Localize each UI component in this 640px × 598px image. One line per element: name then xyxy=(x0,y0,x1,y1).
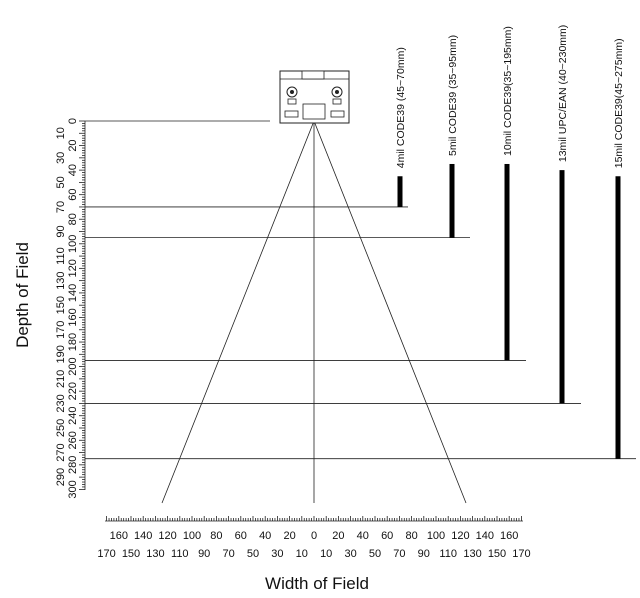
width-tick-label: 110 xyxy=(439,548,457,560)
depth-tick-label: 260 xyxy=(67,431,79,449)
width-tick-label: 120 xyxy=(451,530,469,542)
width-tick-label: 140 xyxy=(134,530,152,542)
width-tick-label: 150 xyxy=(122,548,140,560)
depth-tick-label: 220 xyxy=(67,382,79,400)
width-tick-label: 30 xyxy=(344,548,356,560)
width-tick-label: 50 xyxy=(247,548,259,560)
x-axis-title: Width of Field xyxy=(265,574,369,593)
depth-tick-label: 30 xyxy=(55,152,67,164)
width-tick-label: 160 xyxy=(500,530,518,542)
width-tick-label: 60 xyxy=(381,530,393,542)
width-tick-label: 130 xyxy=(146,548,164,560)
depth-tick-label: 200 xyxy=(67,357,79,375)
width-tick-label: 30 xyxy=(271,548,283,560)
width-tick-label: 100 xyxy=(183,530,201,542)
width-tick-label: 10 xyxy=(320,548,332,560)
width-tick-label: 10 xyxy=(296,548,308,560)
depth-tick-label: 160 xyxy=(67,308,79,326)
width-tick-label: 160 xyxy=(110,530,128,542)
depth-minor-ticks xyxy=(79,120,85,490)
code-label: 4mil CODE39 (45~70mm) xyxy=(395,47,407,168)
width-tick-label: 170 xyxy=(512,548,530,560)
depth-tick-label: 10 xyxy=(55,127,67,139)
code-label: 15mil CODE39(45~275mm) xyxy=(613,38,625,168)
range-bar xyxy=(504,163,510,361)
depth-tick-label: 190 xyxy=(55,345,67,363)
width-tick-label: 50 xyxy=(369,548,381,560)
depth-tick-label: 170 xyxy=(55,321,67,339)
depth-tick-label: 0 xyxy=(67,118,79,124)
depth-tick-label: 180 xyxy=(67,333,79,351)
depth-tick-label: 290 xyxy=(55,468,67,486)
depth-tick-label: 50 xyxy=(55,176,67,188)
width-tick-label: 120 xyxy=(158,530,176,542)
code-ranges: 4mil CODE39 (45~70mm) 5mil CODE39 (35~95m… xyxy=(85,25,636,460)
code-label: 10mil CODE39(35~195mm) xyxy=(502,26,514,156)
view-cone-right xyxy=(313,120,467,504)
depth-tick-label: 140 xyxy=(67,284,79,302)
depth-tick-label: 300 xyxy=(67,480,79,498)
depth-tick-label: 60 xyxy=(67,189,79,201)
width-tick-label: 80 xyxy=(210,530,222,542)
range-bar xyxy=(397,176,403,207)
depth-tick-label: 100 xyxy=(67,235,79,253)
depth-tick-label: 80 xyxy=(67,213,79,225)
y-axis-title: Depth of Field xyxy=(13,242,32,348)
scanner-icon xyxy=(279,70,350,124)
depth-tick-label: 90 xyxy=(55,225,67,237)
width-tick-label: 20 xyxy=(332,530,344,542)
depth-tick-label: 40 xyxy=(67,164,79,176)
depth-tick-label: 110 xyxy=(55,247,67,265)
depth-tick-labels: 0102030405060708090100110120130140150160… xyxy=(55,118,79,499)
width-tick-labels-upper: 160 140 120 100 80 60 40 20 0 20 40 60 80 100 120 140 16… xyxy=(110,530,519,542)
width-tick-label: 80 xyxy=(405,530,417,542)
width-tick-labels-lower: 170 150 130 110 90 70 50 30 10 10 30 50 70 90 110 130 15… xyxy=(97,548,530,560)
range-bar xyxy=(559,170,565,404)
range-bar xyxy=(615,176,621,459)
depth-tick-label: 150 xyxy=(55,296,67,314)
depth-tick-label: 240 xyxy=(67,407,79,425)
width-tick-label: 130 xyxy=(463,548,481,560)
code-label: 13mil UPC/EAN (40~230mm) xyxy=(557,25,569,162)
view-cone-left xyxy=(161,120,315,504)
width-tick-label: 150 xyxy=(488,548,506,560)
width-minor-ticks xyxy=(106,516,522,521)
code-label: 5mil CODE39 (35~95mm) xyxy=(447,35,459,156)
depth-tick-label: 70 xyxy=(55,201,67,213)
width-tick-label: 110 xyxy=(171,548,189,560)
width-tick-label: 90 xyxy=(418,548,430,560)
width-tick-label: 170 xyxy=(97,548,115,560)
depth-tick-label: 130 xyxy=(55,271,67,289)
depth-tick-label: 120 xyxy=(67,259,79,277)
depth-tick-label: 20 xyxy=(67,139,79,151)
width-tick-label: 100 xyxy=(427,530,445,542)
depth-tick-label: 280 xyxy=(67,456,79,474)
width-tick-label: 60 xyxy=(235,530,247,542)
range-bar xyxy=(449,163,455,238)
width-tick-label: 20 xyxy=(283,530,295,542)
width-tick-label: 140 xyxy=(476,530,494,542)
width-tick-label: 70 xyxy=(222,548,234,560)
depth-tick-label: 210 xyxy=(55,370,67,388)
depth-tick-label: 230 xyxy=(55,394,67,412)
width-tick-label: 40 xyxy=(259,530,271,542)
depth-tick-label: 270 xyxy=(55,443,67,461)
width-tick-label: 40 xyxy=(357,530,369,542)
width-tick-label: 70 xyxy=(393,548,405,560)
depth-tick-label: 250 xyxy=(55,419,67,437)
width-tick-label: 90 xyxy=(198,548,210,560)
width-tick-label: 0 xyxy=(311,530,317,542)
